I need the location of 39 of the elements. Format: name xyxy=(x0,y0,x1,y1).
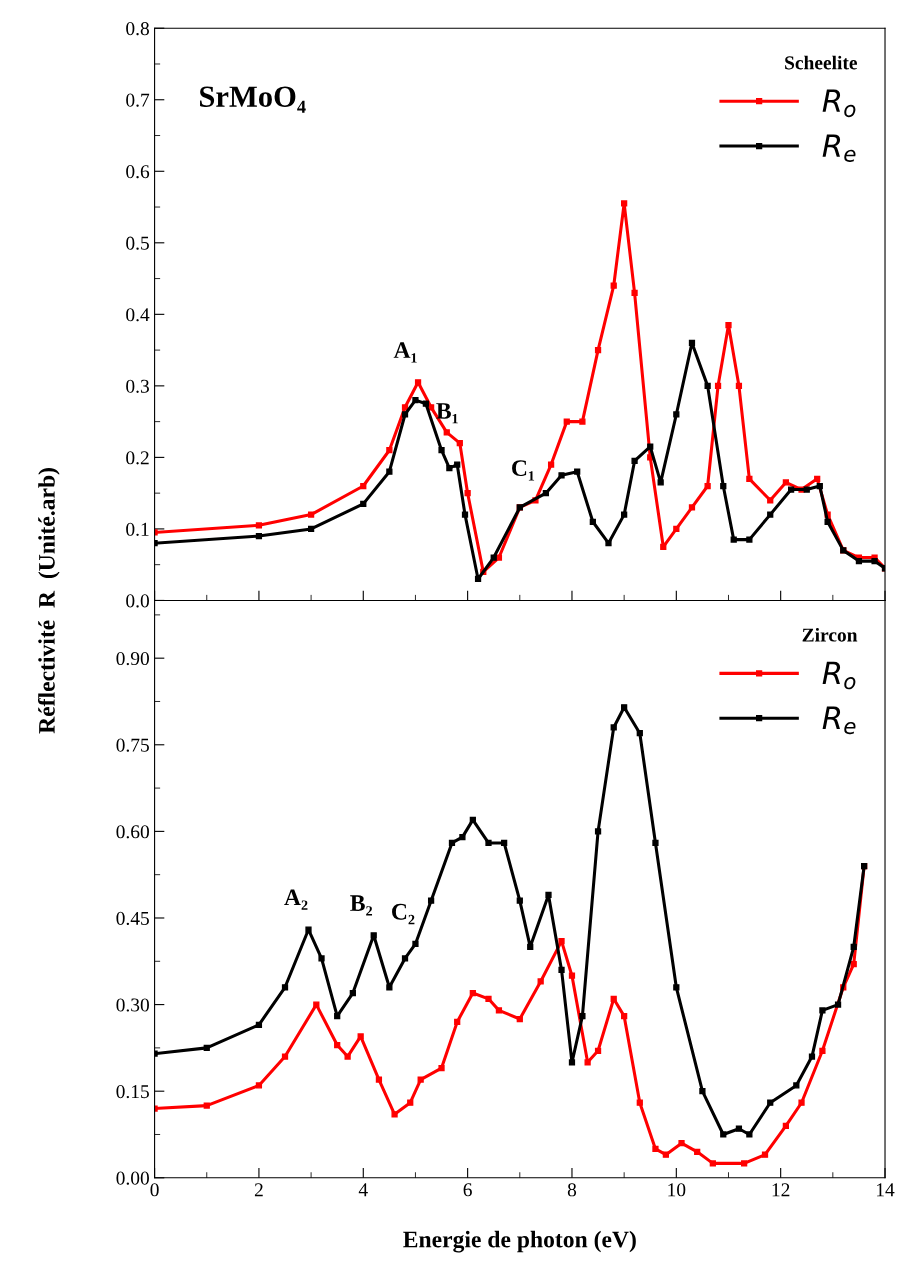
y-tick-label: 0.90 xyxy=(116,651,149,666)
y-tick-label: 0.1 xyxy=(126,522,149,536)
x-tick-label: 0 xyxy=(150,1183,159,1197)
x-tick-label: 10 xyxy=(668,1183,686,1197)
legend-label: R$_{e}$ xyxy=(822,134,856,162)
y-tick-label: 0.30 xyxy=(116,998,149,1012)
y-tick-label: 0.45 xyxy=(116,911,149,926)
y-tick-label: 0.2 xyxy=(126,451,149,465)
annotation: SrMoO₄ xyxy=(200,86,306,113)
x-tick-label: 8 xyxy=(567,1183,577,1197)
x-tick-label: 12 xyxy=(772,1183,790,1197)
x-tick-label: 14 xyxy=(877,1183,895,1197)
x-tick-label: 2 xyxy=(254,1183,263,1197)
annotation: B₁ xyxy=(436,403,458,424)
y-tick-label: 0.75 xyxy=(116,738,149,752)
legend-title: Zircon xyxy=(802,627,858,642)
y-tick-label: 0.3 xyxy=(126,379,149,393)
y-tick-label: 0.6 xyxy=(126,165,150,179)
x-tick-label: 4 xyxy=(358,1183,368,1197)
legend-label: R$_{o}$ xyxy=(822,661,856,690)
legend-title: Scheelite xyxy=(785,55,858,70)
legend-label: R$_{e}$ xyxy=(822,706,856,735)
y-tick-label: 0.4 xyxy=(126,308,150,322)
y-tick-label: 0.5 xyxy=(126,236,149,250)
y-axis-title: Réflectivité R (Unité.arb) xyxy=(37,468,60,734)
annotation: A₂ xyxy=(284,889,308,910)
y-tick-label: 0.00 xyxy=(116,1171,149,1185)
x-axis-title: Energie de photon (eV) xyxy=(403,1230,636,1253)
y-tick-label: 0.15 xyxy=(116,1085,149,1099)
y-tick-label: 0.8 xyxy=(126,22,149,36)
annotation: C₁ xyxy=(512,460,535,481)
y-tick-label: 0.7 xyxy=(126,93,150,107)
x-tick-label: 6 xyxy=(463,1183,472,1197)
legend-label: R$_{o}$ xyxy=(822,89,856,118)
annotation: C₂ xyxy=(392,903,415,925)
annotation: A₁ xyxy=(393,342,417,363)
annotation: B₂ xyxy=(350,895,373,916)
y-tick-label: 0.0 xyxy=(126,594,149,608)
y-tick-label: 0.60 xyxy=(116,825,149,839)
